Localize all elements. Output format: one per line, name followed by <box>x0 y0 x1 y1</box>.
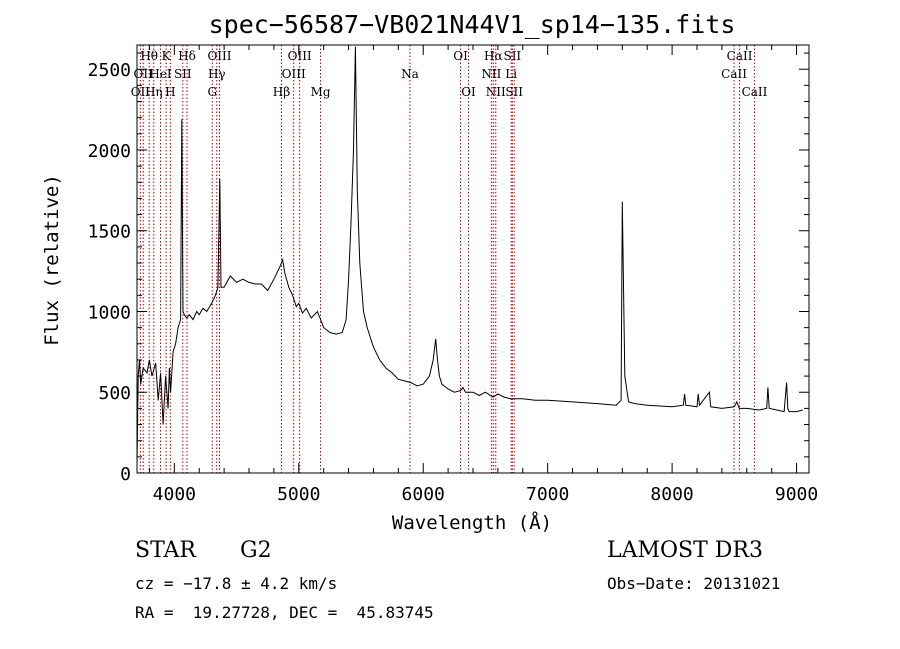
line-marker-label: Hα <box>484 49 503 63</box>
line-marker-label: HeI <box>149 67 172 81</box>
line-marker-label: Hγ <box>208 67 226 81</box>
coordinates-readout: RA = 19.27728, DEC = 45.83745 <box>135 603 434 622</box>
y-axis-label: Flux (relative) <box>41 174 63 346</box>
line-marker-label: SII <box>505 85 523 99</box>
line-marker-label: OIII <box>282 67 306 81</box>
observation-date: Obs−Date: 20131021 <box>607 574 781 593</box>
line-marker-label: NII <box>481 67 501 81</box>
object-class: STAR <box>135 538 196 563</box>
x-tick-label: 6000 <box>402 484 445 505</box>
line-marker-label: Hθ <box>140 49 158 63</box>
y-axis-ticks: 0 500 1000 1500 2000 2500 <box>88 52 809 485</box>
plot-frame <box>136 44 810 474</box>
y-tick-label: 1000 <box>88 302 131 323</box>
object-subclass: G2 <box>240 538 272 563</box>
x-tick-label: 5000 <box>277 484 320 505</box>
y-tick-label: 1500 <box>88 222 131 243</box>
line-marker-label: OI <box>461 85 476 99</box>
line-marker-label: CaII <box>742 85 768 99</box>
line-marker-labels: OII OII Hθ Hη HeI K H SII Hδ G Hγ OIII Hβ OIII OIII Mg N… <box>131 49 768 99</box>
line-marker-label: OIII <box>207 49 231 63</box>
y-tick-label: 0 <box>120 464 131 485</box>
y-tick-label: 2000 <box>88 141 131 162</box>
line-marker-label: OIII <box>288 49 312 63</box>
line-marker-label: Na <box>401 67 419 81</box>
x-tick-label: 8000 <box>650 484 693 505</box>
line-marker-label: H <box>165 85 175 99</box>
line-marker-label: Hβ <box>273 85 290 99</box>
line-marker-label: K <box>162 49 172 63</box>
line-marker-label: Mg <box>311 85 331 99</box>
survey-name: LAMOST DR3 <box>607 538 763 563</box>
line-marker-label: Hδ <box>178 49 196 63</box>
x-tick-label: 4000 <box>153 484 196 505</box>
line-marker-label: G <box>207 85 217 99</box>
line-markers <box>139 45 755 473</box>
line-marker-label: CaII <box>721 67 747 81</box>
line-marker-label: SII <box>174 67 192 81</box>
x-axis-ticks: 4000 5000 6000 7000 8000 9000 <box>148 45 818 505</box>
redshift-readout: cz = −17.8 ± 4.2 km/s <box>135 574 338 593</box>
y-tick-label: 500 <box>98 383 131 404</box>
x-tick-label: 9000 <box>775 484 818 505</box>
line-marker-label: CaII <box>727 49 753 63</box>
line-marker-label: NII <box>486 85 506 99</box>
chart-title: spec−56587−VB021N44V1_sp14−135.fits <box>209 10 736 39</box>
y-tick-label: 2500 <box>88 60 131 81</box>
x-axis-label: Wavelength (Å) <box>392 511 552 534</box>
line-marker-label: Hη <box>145 85 163 99</box>
spectrum-series-line <box>136 46 803 465</box>
line-marker-label: OII <box>131 85 151 99</box>
line-marker-label: Li <box>505 67 517 81</box>
line-marker-label: OII <box>134 67 154 81</box>
line-marker-label: OI <box>453 49 468 63</box>
x-tick-label: 7000 <box>526 484 569 505</box>
line-marker-label: SII <box>503 49 521 63</box>
